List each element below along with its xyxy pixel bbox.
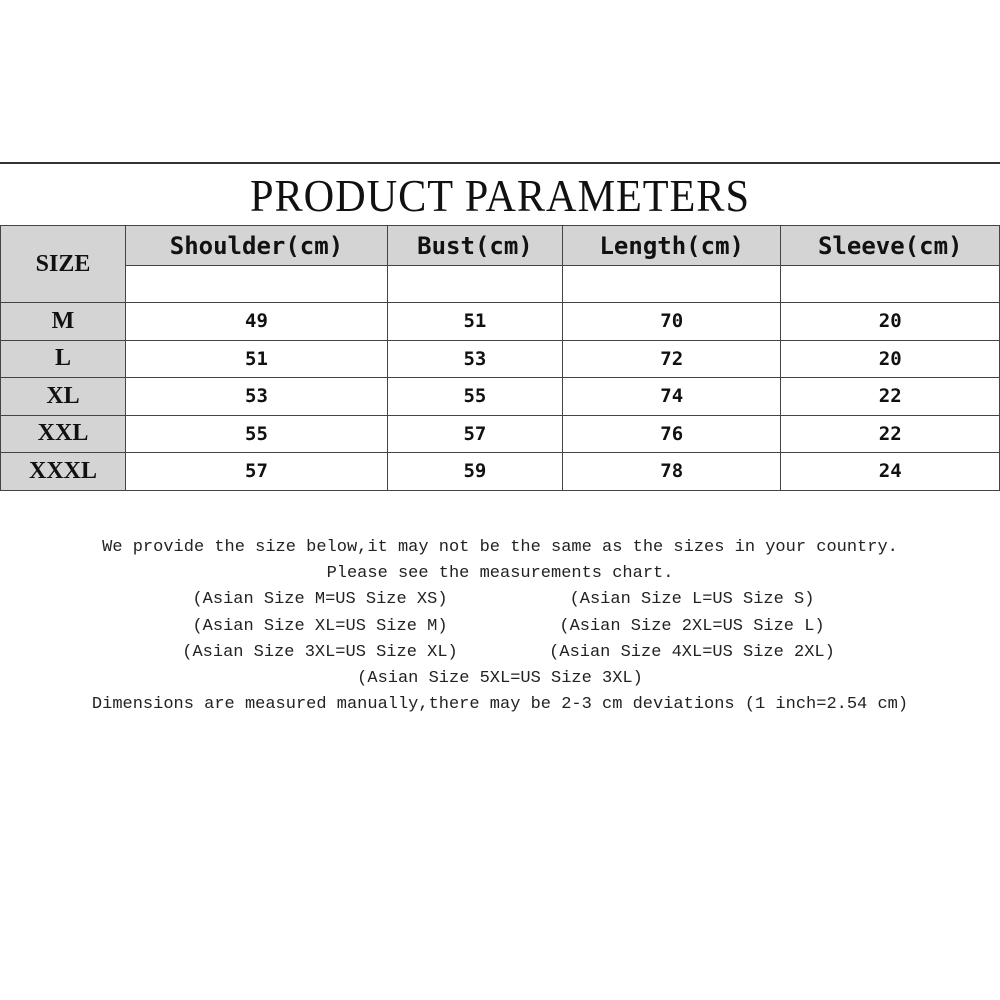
- size-label: XXL: [0, 414, 126, 453]
- header-row: SIZE Shoulder(cm) Bust(cm) Length(cm) Sl…: [0, 225, 1000, 303]
- measurement-cell: 72: [561, 339, 782, 378]
- measurement-cell: 57: [125, 452, 388, 491]
- size-table: SIZE Shoulder(cm) Bust(cm) Length(cm) Sl…: [0, 225, 1000, 491]
- measurement-cell: 24: [780, 452, 1000, 491]
- size-conversion: (Asian Size 4XL=US Size 2XL): [549, 642, 835, 662]
- size-label: XXXL: [0, 452, 126, 491]
- note-line: (Asian Size 5XL=US Size 3XL): [357, 668, 643, 688]
- empty-cell: [125, 265, 388, 303]
- note-line: Dimensions are measured manually,there m…: [91, 695, 909, 715]
- note-line: We provide the size below,it may not be …: [102, 538, 898, 557]
- empty-cell: [561, 265, 782, 303]
- size-conversion: (Asian Size 3XL=US Size XL): [182, 642, 458, 662]
- size-conversion: (Asian Size M=US Size XS): [192, 590, 448, 610]
- measurement-cell: 57: [386, 414, 563, 453]
- table-row: L 51 53 72 20: [0, 339, 1000, 378]
- empty-cell: [386, 265, 563, 303]
- measurement-cell: 51: [125, 339, 388, 378]
- note-pair-line: (Asian Size M=US Size XS) (Asian Size L=U…: [0, 587, 1000, 613]
- size-conversion: (Asian Size L=US Size S): [569, 590, 815, 610]
- size-notes: We provide the size below,it may not be …: [0, 535, 1000, 718]
- size-label: L: [0, 339, 126, 378]
- note-line: Please see the measurements chart.: [326, 564, 674, 584]
- size-label: M: [0, 302, 126, 341]
- measurement-cell: 55: [386, 377, 563, 416]
- measurement-cell: 70: [561, 302, 782, 341]
- top-divider: [0, 162, 1000, 164]
- size-header: SIZE: [0, 225, 126, 303]
- note-pair-line: (Asian Size XL=US Size M) (Asian Size 2XL…: [0, 614, 1000, 640]
- measurement-cell: 22: [780, 414, 1000, 453]
- column-header: Bust(cm): [386, 225, 563, 266]
- measurement-cell: 22: [780, 377, 1000, 416]
- table-row: XL 53 55 74 22: [0, 377, 1000, 416]
- measurement-cell: 55: [125, 414, 388, 453]
- column-header: Sleeve(cm): [780, 225, 1000, 266]
- measurement-cell: 53: [386, 339, 563, 378]
- header-subrow: [1, 265, 1000, 303]
- empty-cell: [780, 265, 1000, 303]
- size-label: XL: [0, 377, 126, 416]
- measurement-cell: 49: [125, 302, 388, 341]
- table-row: XXL 55 57 76 22: [0, 414, 1000, 453]
- measurement-cell: 78: [561, 452, 782, 491]
- table-row: XXXL 57 59 78 24: [0, 452, 1000, 491]
- page-title: PRODUCT PARAMETERS: [250, 170, 750, 221]
- measurement-cell: 53: [125, 377, 388, 416]
- column-header: Length(cm): [561, 225, 782, 266]
- size-conversion: (Asian Size 2XL=US Size L): [559, 616, 825, 636]
- column-header: Shoulder(cm): [125, 225, 388, 266]
- measurement-cell: 20: [780, 339, 1000, 378]
- size-conversion: (Asian Size XL=US Size M): [192, 616, 448, 636]
- measurement-cell: 76: [561, 414, 782, 453]
- measurement-cell: 59: [386, 452, 563, 491]
- measurement-cell: 74: [561, 377, 782, 416]
- measurement-cell: 20: [780, 302, 1000, 341]
- measurement-cell: 51: [386, 302, 563, 341]
- table-row: M 49 51 70 20: [0, 302, 1000, 341]
- note-pair-line: (Asian Size 3XL=US Size XL) (Asian Size 4…: [0, 640, 1000, 666]
